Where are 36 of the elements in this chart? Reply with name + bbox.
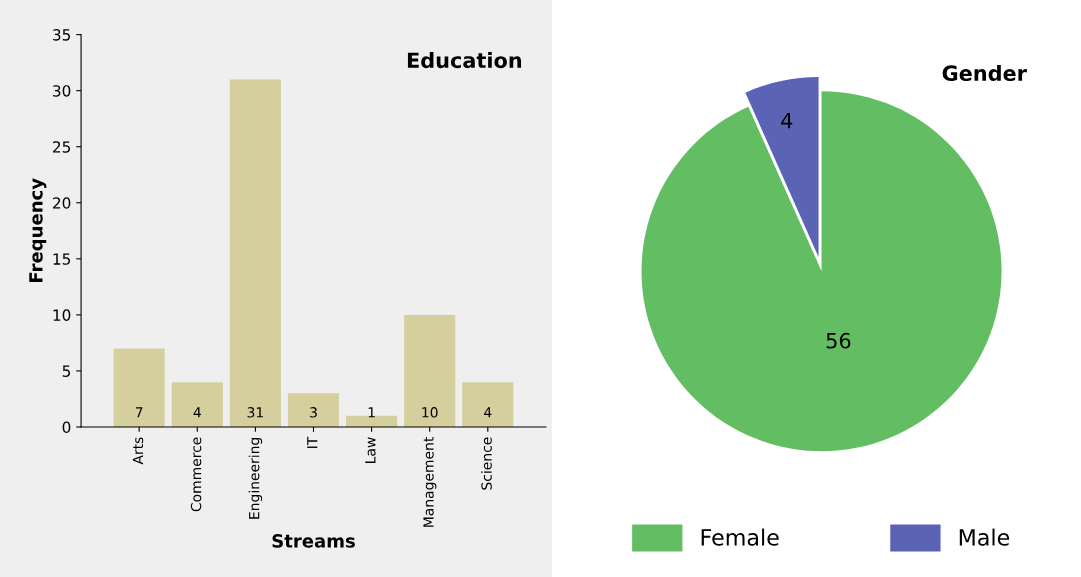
- x-tick-label: Arts: [132, 437, 144, 465]
- data-label: 3: [310, 407, 317, 418]
- y-tick-label: 25: [53, 141, 71, 153]
- bar: [462, 382, 514, 427]
- bar: [404, 314, 456, 427]
- y-tick-label: 20: [53, 197, 71, 209]
- x-tick-label: Science: [481, 437, 492, 490]
- data-label: 56: [826, 332, 851, 349]
- data-label: 4: [193, 407, 201, 418]
- data-label: 1: [368, 407, 375, 418]
- data-label: 31: [247, 407, 263, 418]
- data-label: 10: [422, 407, 438, 418]
- x-tick-label: Management: [423, 437, 437, 527]
- data-label: 7: [135, 407, 143, 418]
- y-axis-title: Frequency: [29, 178, 47, 282]
- y-tick-label: 10: [53, 309, 71, 321]
- y-tick-label: 30: [53, 85, 71, 97]
- legend-label: Male: [959, 528, 1010, 546]
- legend-label: Female: [701, 528, 779, 546]
- y-tick-label: 15: [53, 253, 71, 265]
- data-label: 4: [781, 112, 793, 129]
- x-tick-label: Commerce: [190, 437, 202, 512]
- chart-title: Gender: [942, 64, 1027, 82]
- bar: [229, 79, 281, 427]
- y-tick-label: 5: [62, 365, 71, 377]
- x-tick-label: Law: [365, 437, 376, 463]
- x-tick-label: IT: [307, 436, 318, 448]
- y-tick-label: 35: [53, 29, 71, 41]
- data-label: 4: [484, 407, 492, 418]
- bar: [287, 393, 340, 427]
- text: Education: [407, 52, 522, 69]
- x-axis-title: Streams: [272, 534, 355, 548]
- x-tick-label: Engineering: [248, 437, 263, 519]
- bar: [113, 348, 165, 427]
- bar: [171, 382, 223, 427]
- y-tick-label: 0: [62, 421, 71, 433]
